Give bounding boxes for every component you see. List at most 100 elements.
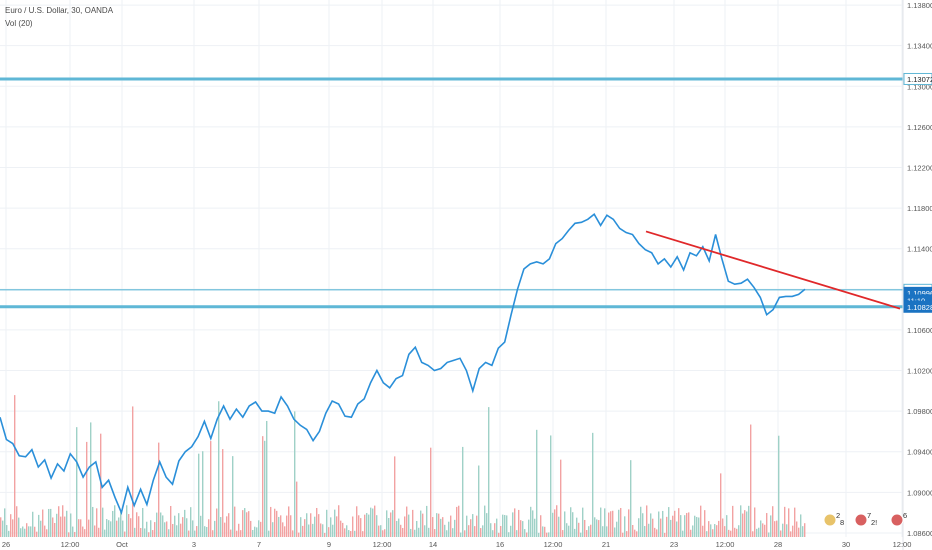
volume-bar — [128, 514, 130, 537]
volume-bar — [722, 518, 724, 537]
volume-bar — [804, 523, 806, 537]
volume-bar — [8, 530, 10, 537]
volume-bar — [670, 519, 672, 537]
time-tick: 14 — [429, 540, 437, 549]
volume-bar — [380, 525, 382, 537]
volume-bar — [408, 514, 410, 537]
time-axis[interactable]: 26 12:00 Oct 3 7 9 12:00 14 16 12:00 21 23 12:00 28 30… — [2, 540, 912, 549]
volume-bar — [362, 531, 364, 537]
volume-bar — [226, 516, 228, 537]
volume-bar — [256, 527, 258, 537]
volume-bar — [598, 520, 600, 537]
volume-bar — [730, 530, 732, 537]
symbol-title[interactable]: Euro / U.S. Dollar, 30, OANDA — [5, 6, 114, 15]
volume-bar — [254, 526, 256, 537]
volume-bar — [446, 530, 448, 537]
volume-bar — [758, 527, 760, 537]
volume-bar — [610, 511, 612, 537]
volume-bar — [778, 435, 780, 537]
volume-bar — [766, 513, 768, 537]
volume-bar — [50, 508, 52, 537]
volume-bar — [64, 516, 66, 537]
volume-bar — [504, 514, 506, 537]
volume-bar — [802, 526, 804, 537]
volume-bar — [468, 525, 470, 537]
volume-bar — [768, 532, 770, 537]
volume-bar — [274, 508, 276, 537]
volume-bar — [16, 506, 18, 537]
volume-bar — [76, 427, 78, 537]
volume-bar — [426, 505, 428, 537]
volume-bar — [186, 518, 188, 537]
volume-bar — [360, 518, 362, 537]
price-tick: 1.13400 — [907, 42, 932, 51]
volume-bar — [356, 506, 358, 537]
volume-bar — [584, 519, 586, 537]
volume-bar — [392, 510, 394, 537]
volume-bar — [660, 518, 662, 537]
price-label-text: 1.10828 — [907, 303, 932, 312]
volume-bar — [148, 532, 150, 537]
volume-bar — [634, 529, 636, 537]
volume-bar — [290, 515, 292, 537]
economic-events[interactable]: 28 72! 6 — [823, 511, 907, 527]
volume-bar — [626, 531, 628, 537]
volume-bar — [134, 527, 136, 537]
volume-indicator-label[interactable]: Vol (20) — [5, 19, 33, 28]
volume-bar — [704, 510, 706, 537]
volume-bar — [458, 505, 460, 537]
volume-bar — [270, 506, 272, 537]
volume-bar — [414, 529, 416, 537]
volume-bar — [750, 424, 752, 537]
time-tick: 12:00 — [716, 540, 735, 549]
volume-bar — [366, 513, 368, 537]
volume-bar — [378, 525, 380, 537]
trendline[interactable] — [645, 230, 901, 310]
volume-bar — [706, 531, 708, 537]
volume-bar — [588, 526, 590, 537]
volume-bar — [26, 523, 28, 537]
event-count-2: 2! — [871, 518, 877, 527]
volume-bar — [650, 513, 652, 537]
volume-bar — [484, 505, 486, 537]
volume-bar — [532, 510, 534, 537]
volume-bar — [558, 516, 560, 537]
volume-bar — [528, 519, 530, 537]
volume-bar — [62, 505, 64, 537]
volume-bar — [612, 510, 614, 537]
volume-bar — [224, 522, 226, 537]
volume-bar — [604, 508, 606, 537]
volume-bar — [636, 531, 638, 537]
volume-bar — [594, 517, 596, 537]
volume-bar — [136, 512, 138, 537]
event-flag-icon[interactable] — [854, 513, 868, 527]
volume-bar — [218, 401, 220, 537]
event-flag-icon[interactable] — [890, 513, 904, 527]
volume-bar — [332, 524, 334, 537]
price-tick: 1.10200 — [907, 367, 932, 376]
horizontal-lines[interactable] — [0, 77, 903, 309]
volume-bar — [712, 529, 714, 537]
volume-bar — [144, 528, 146, 537]
volume-bar — [638, 518, 640, 537]
volume-bar — [82, 526, 84, 537]
price-tick: 1.10600 — [907, 326, 932, 335]
time-tick: 12:00 — [893, 540, 912, 549]
volume-bar — [756, 528, 758, 537]
volume-bar — [508, 532, 510, 537]
volume-bar — [376, 515, 378, 537]
volume-bar — [70, 513, 72, 537]
volume-bar — [592, 432, 594, 537]
volume-bar — [434, 529, 436, 537]
volume-bar — [556, 505, 558, 537]
volume-bar — [2, 520, 4, 537]
volume-bar — [462, 446, 464, 537]
volume-bar — [60, 516, 62, 537]
volume-bar — [298, 532, 300, 537]
event-flag-icon[interactable] — [823, 513, 837, 527]
volume-bar — [550, 435, 552, 537]
volume-bar — [466, 515, 468, 537]
price-tick: 1.13800 — [907, 1, 932, 10]
volume-bar — [300, 517, 302, 537]
